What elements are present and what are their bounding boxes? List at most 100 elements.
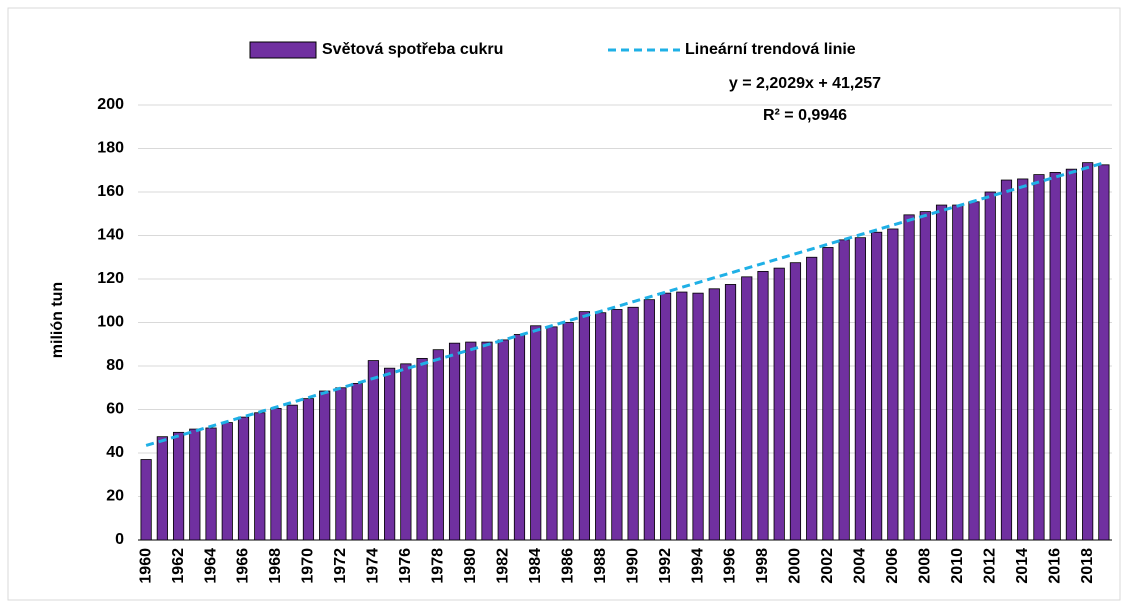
x-tick-label: 1962	[170, 548, 187, 584]
bar	[270, 408, 282, 541]
bar	[384, 367, 396, 541]
bar	[1000, 179, 1013, 541]
bar	[854, 237, 866, 541]
y-tick-label: 140	[97, 227, 124, 244]
x-tick-label: 1984	[527, 548, 544, 584]
bar	[595, 312, 607, 541]
x-tick-label: 1964	[202, 548, 219, 584]
bar	[237, 416, 250, 541]
bar	[1098, 164, 1110, 541]
bar	[156, 436, 168, 541]
bar	[205, 427, 217, 541]
trend-r2: R² = 0,9946	[763, 107, 847, 124]
bar	[806, 256, 818, 541]
y-tick-label: 20	[106, 488, 124, 505]
bar	[432, 349, 444, 541]
bar	[643, 299, 655, 541]
bar	[189, 428, 201, 541]
bar	[302, 398, 315, 541]
bar	[887, 228, 899, 541]
bar	[984, 191, 996, 541]
bar	[578, 311, 591, 541]
bar	[789, 262, 802, 541]
bar	[448, 342, 461, 541]
bar	[1017, 178, 1029, 541]
bar	[611, 309, 623, 541]
bar	[465, 341, 477, 541]
bar	[562, 322, 574, 541]
bar	[741, 276, 753, 541]
y-tick-label: 80	[106, 357, 124, 374]
bar	[757, 270, 769, 541]
y-tick-label: 100	[97, 314, 124, 331]
bar	[838, 239, 850, 541]
bar	[416, 357, 428, 541]
y-tick-label: 0	[115, 531, 124, 548]
bar	[221, 422, 233, 541]
x-tick-label: 2002	[819, 548, 836, 584]
y-tick-label: 120	[97, 270, 124, 287]
x-tick-label: 1960	[137, 548, 154, 584]
y-tick-label: 60	[106, 401, 124, 418]
x-tick-label: 1974	[365, 548, 382, 584]
x-tick-label: 2000	[787, 548, 804, 584]
bar	[367, 360, 379, 541]
bar	[871, 231, 883, 541]
bar	[952, 204, 964, 541]
legend-label: Lineární trendová linie	[685, 41, 856, 58]
bar	[140, 459, 152, 541]
x-tick-label: 1988	[592, 548, 609, 584]
x-tick-label: 1978	[430, 548, 447, 584]
x-tick-label: 1992	[657, 548, 674, 584]
bar	[172, 431, 185, 541]
y-tick-label: 40	[106, 444, 124, 461]
bar	[513, 334, 526, 541]
x-tick-label: 1996	[722, 548, 739, 584]
legend-label: Světová spotřeba cukru	[322, 41, 503, 58]
bar	[708, 288, 720, 541]
bar	[546, 326, 558, 541]
x-tick-label: 1986	[559, 548, 576, 584]
x-tick-label: 1998	[754, 548, 771, 584]
trend-line	[145, 161, 1105, 447]
y-tick-label: 180	[97, 140, 124, 157]
bar	[1049, 172, 1061, 541]
y-tick-label: 160	[97, 183, 124, 200]
x-tick-label: 1976	[397, 548, 414, 584]
x-tick-label: 1966	[235, 548, 252, 584]
bar	[400, 363, 412, 541]
x-tick-label: 2010	[949, 548, 966, 584]
x-tick-label: 2004	[852, 548, 869, 584]
bar	[627, 306, 639, 541]
x-tick-label: 2012	[981, 548, 998, 584]
bar	[286, 404, 298, 541]
bar	[659, 292, 672, 541]
bar	[1033, 174, 1045, 541]
x-tick-label: 2008	[917, 548, 934, 584]
x-tick-label: 1994	[689, 548, 706, 584]
x-tick-label: 1990	[624, 548, 641, 584]
bar	[919, 211, 931, 541]
x-tick-label: 1982	[494, 548, 511, 584]
trend-equation: y = 2,2029x + 41,257	[729, 75, 881, 92]
legend-swatch	[249, 41, 317, 59]
bar	[351, 382, 363, 541]
x-tick-label: 1980	[462, 548, 479, 584]
bar	[497, 339, 509, 541]
x-tick-label: 2006	[884, 548, 901, 584]
bar	[692, 292, 704, 541]
x-tick-label: 2018	[1079, 548, 1096, 584]
bar	[1082, 162, 1094, 541]
y-tick-label: 200	[97, 96, 124, 113]
x-tick-label: 1968	[267, 548, 284, 584]
bar	[1065, 168, 1078, 541]
bar	[335, 387, 347, 541]
bar	[319, 390, 331, 541]
y-axis-label: milión tun	[49, 282, 66, 358]
bar	[254, 412, 266, 541]
bar	[822, 247, 834, 541]
bar	[724, 284, 737, 541]
x-tick-label: 2014	[1014, 548, 1031, 584]
bar	[676, 291, 688, 541]
